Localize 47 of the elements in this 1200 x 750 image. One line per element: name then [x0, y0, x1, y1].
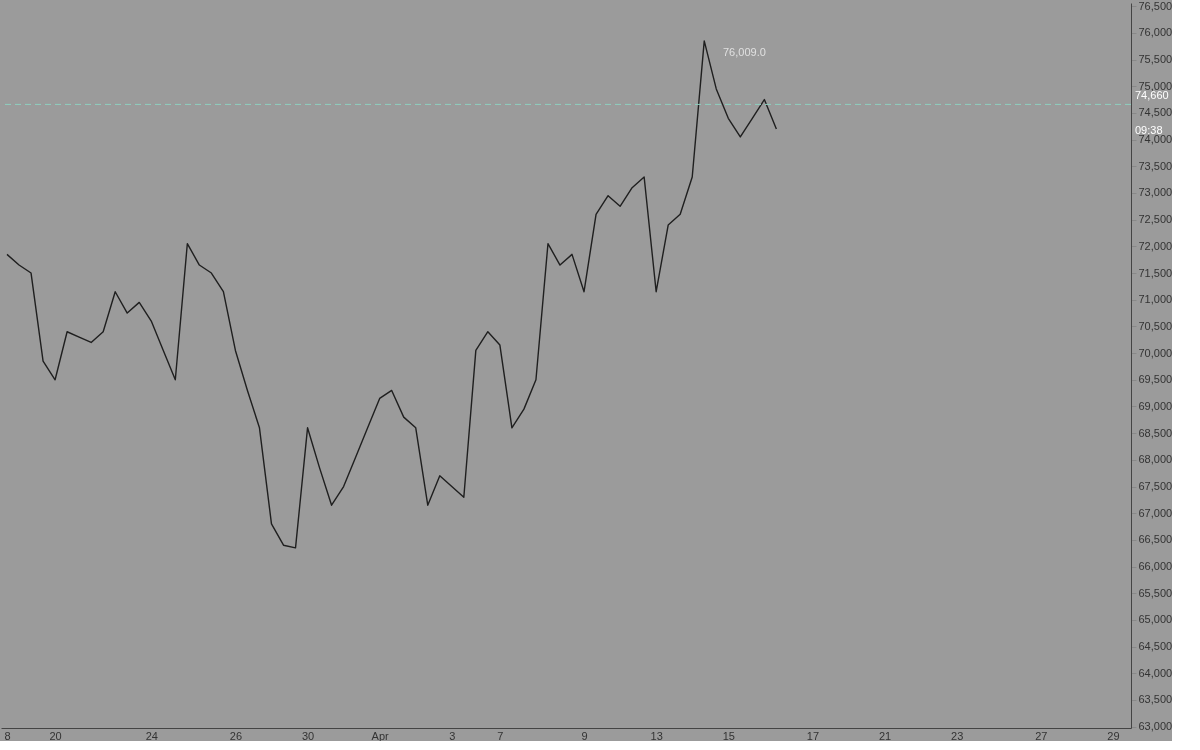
- x-tick-label: 21: [878, 729, 892, 742]
- y-tick-label: 66,000: [1138, 560, 1173, 573]
- text: 09:38: [1135, 124, 1163, 136]
- annotation: 76,009.0: [723, 46, 766, 58]
- x-tick-label: 30: [301, 729, 315, 742]
- y-tick-label: 64,500: [1138, 640, 1173, 653]
- y-tick-label: 74,000: [1138, 133, 1173, 146]
- y-tick-label: 76,500: [1138, 0, 1173, 12]
- y-tick-label: 65,500: [1138, 586, 1173, 599]
- y-tick-label: 63,000: [1138, 720, 1173, 733]
- y-tick-label: 68,500: [1138, 426, 1173, 439]
- y-tick-label: 75,500: [1138, 53, 1173, 66]
- y-tick-label: 69,500: [1138, 373, 1173, 386]
- x-tick-label: 9: [581, 729, 588, 742]
- x-tick-label: 8: [4, 729, 11, 742]
- x-tick-label: 27: [1035, 729, 1048, 742]
- y-tick-label: 63,500: [1138, 693, 1173, 706]
- y-tick-label: 65,000: [1138, 613, 1173, 626]
- x-tick-label: Apr: [371, 729, 390, 742]
- y-tick-label: 75,000: [1138, 79, 1173, 92]
- y-tick-label: 71,000: [1138, 293, 1173, 306]
- y-tick-label: 74,500: [1138, 106, 1173, 119]
- x-tick-label: 17: [806, 729, 820, 742]
- y-tick-label: 69,000: [1138, 399, 1173, 412]
- x-tick-label: 29: [1107, 729, 1120, 742]
- y-tick-label: 72,000: [1138, 239, 1173, 252]
- y-tick-label: 68,000: [1138, 453, 1173, 466]
- y-tick-label: 71,500: [1138, 266, 1173, 279]
- y-tick-label: 73,500: [1138, 159, 1173, 172]
- line-series: [6, 40, 778, 549]
- y-tick-label: 67,000: [1138, 506, 1173, 519]
- y-tick-label: 76,000: [1138, 26, 1173, 39]
- x-tick-label: 26: [229, 729, 243, 742]
- x-tick-label: 3: [449, 729, 456, 742]
- x-tick-label: 24: [145, 729, 158, 742]
- y-tick-label: 66,500: [1138, 533, 1173, 546]
- y-tick-label: 64,000: [1138, 666, 1173, 679]
- x-tick-label: 7: [497, 729, 504, 742]
- y-tick-label: 70,500: [1138, 319, 1173, 332]
- y-tick-label: 70,000: [1138, 346, 1173, 359]
- x-tick-label: 20: [49, 729, 62, 742]
- x-tick-label: 13: [650, 729, 663, 742]
- y-tick-label: 67,500: [1138, 480, 1173, 493]
- x-tick-label: 15: [722, 729, 735, 742]
- y-tick-label: 72,500: [1138, 213, 1173, 226]
- y-tick-label: 73,000: [1138, 186, 1173, 199]
- x-tick-label: 23: [951, 729, 964, 742]
